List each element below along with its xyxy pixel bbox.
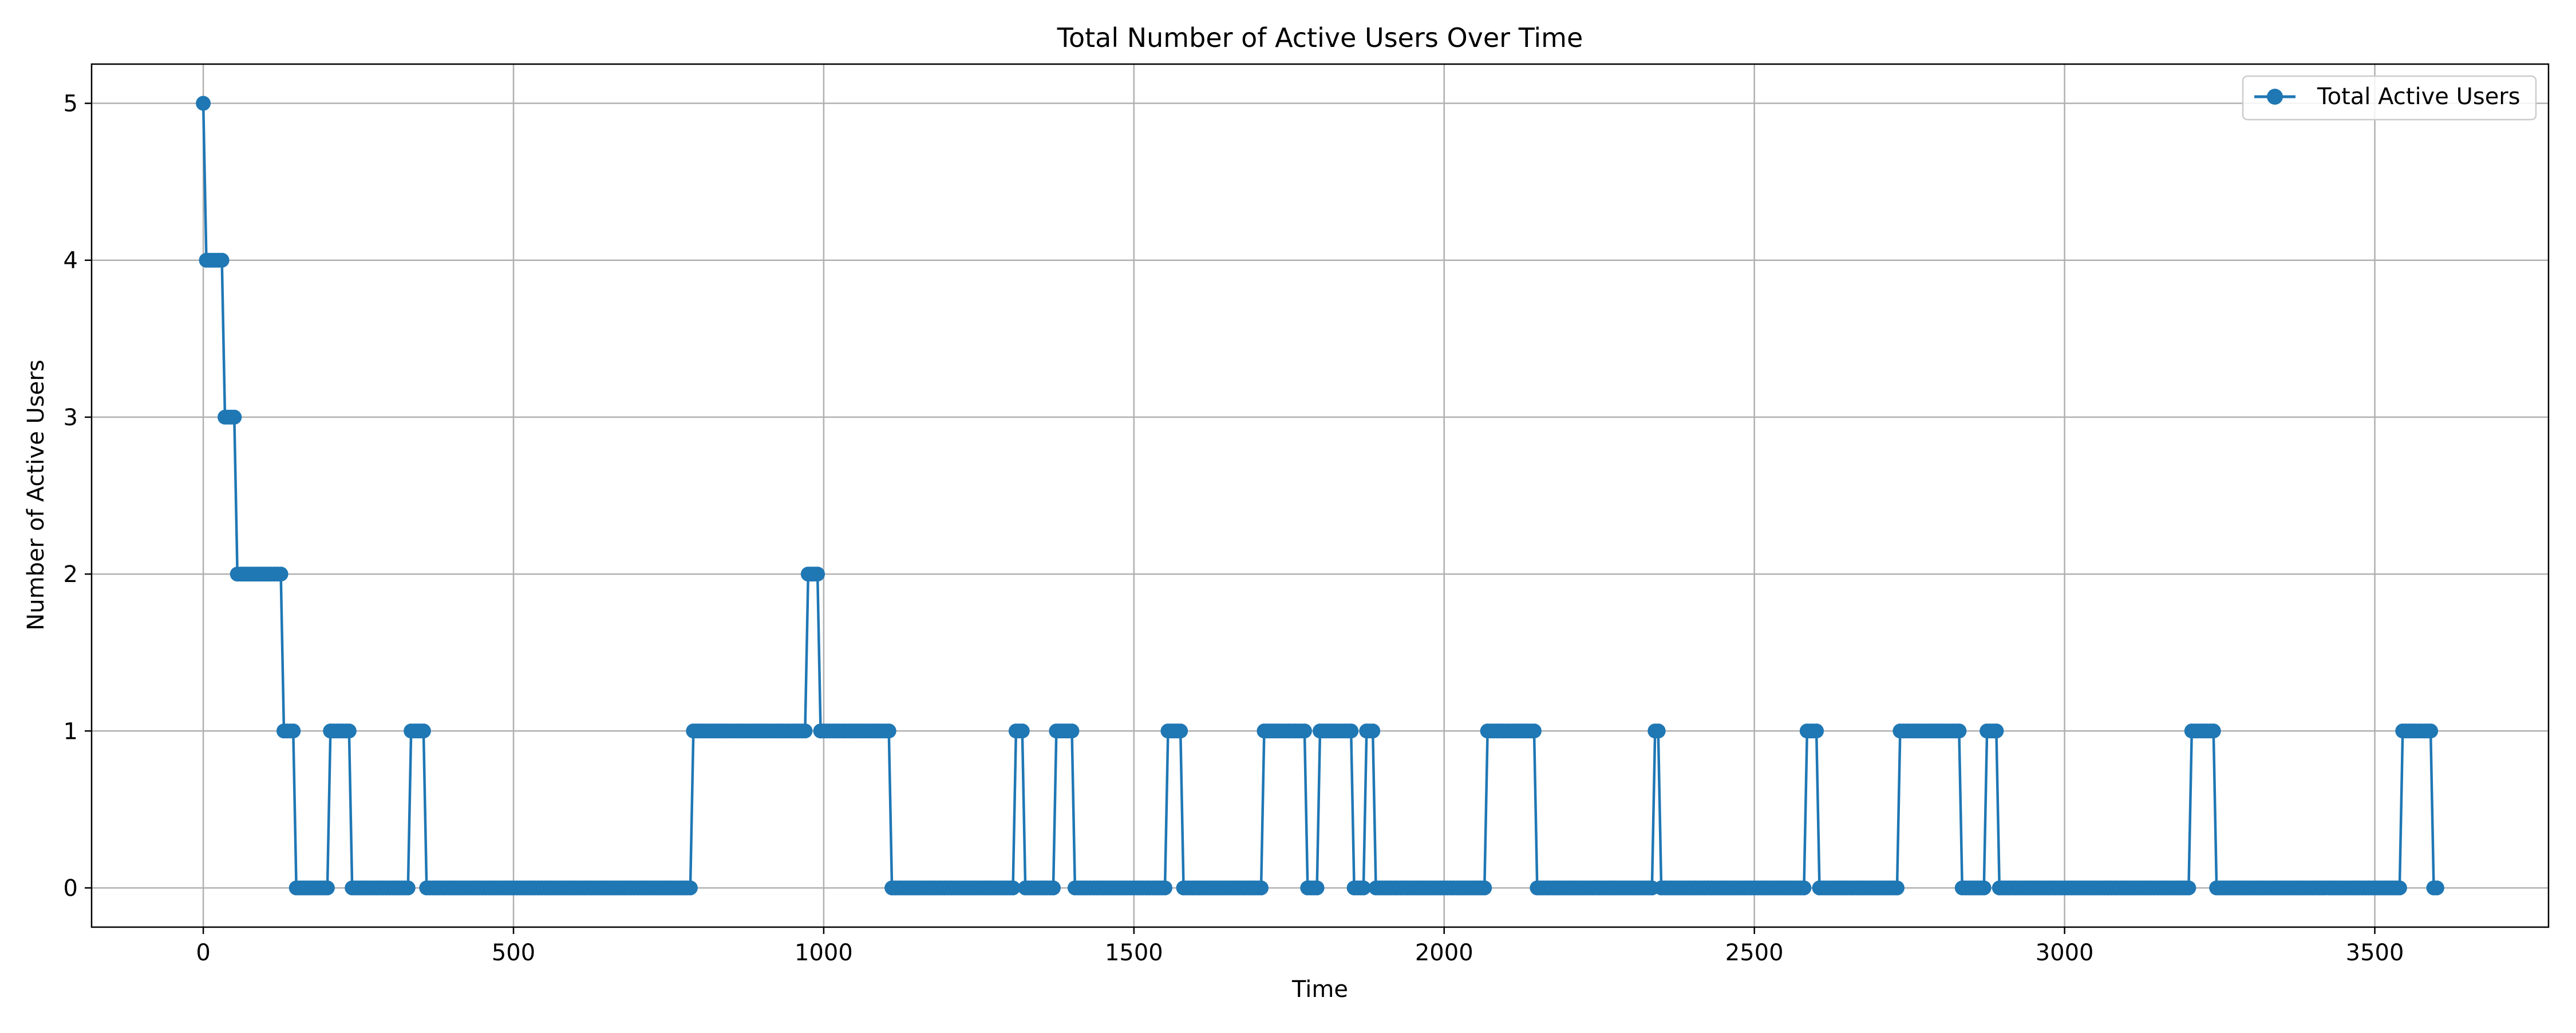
y-tick-label: 3 bbox=[64, 405, 78, 431]
y-tick-label: 5 bbox=[64, 91, 78, 117]
data-point bbox=[1045, 880, 1061, 896]
chart-title: Total Number of Active Users Over Time bbox=[1057, 22, 1583, 53]
legend-entry-total-active-users: Total Active Users bbox=[2317, 84, 2520, 110]
data-point bbox=[1356, 880, 1371, 896]
data-point bbox=[1477, 880, 1492, 896]
data-point bbox=[1014, 723, 1030, 739]
data-point bbox=[1365, 723, 1381, 739]
x-tick-label: 3500 bbox=[2346, 940, 2404, 966]
legend-marker-swatch bbox=[2267, 89, 2283, 105]
data-point bbox=[341, 723, 357, 739]
data-point bbox=[1976, 880, 1992, 896]
data-point bbox=[319, 880, 335, 896]
data-point bbox=[196, 96, 211, 111]
data-point bbox=[1157, 880, 1173, 896]
data-point bbox=[1989, 723, 2004, 739]
y-axis-label: Number of Active Users bbox=[23, 359, 49, 630]
data-point bbox=[1809, 723, 1824, 739]
data-point bbox=[416, 723, 431, 739]
y-tick-label: 1 bbox=[64, 718, 78, 745]
series-points bbox=[196, 96, 2444, 896]
data-point bbox=[2423, 723, 2439, 739]
plot-frame bbox=[90, 63, 2550, 928]
legend-frame bbox=[2242, 75, 2537, 121]
x-tick-label: 2000 bbox=[1415, 940, 1473, 966]
data-point bbox=[1650, 723, 1666, 739]
y-tick-label: 0 bbox=[64, 875, 78, 901]
x-tick-label: 0 bbox=[196, 940, 210, 966]
x-tick-label: 2500 bbox=[1725, 940, 1784, 966]
data-point bbox=[2429, 880, 2444, 896]
series-layer bbox=[196, 96, 2444, 896]
legend: Total Active Users bbox=[2242, 75, 2537, 121]
data-point bbox=[682, 880, 698, 896]
y-tick-label: 4 bbox=[64, 248, 78, 274]
data-point bbox=[1526, 723, 1542, 739]
data-point bbox=[1951, 723, 1967, 739]
y-tick-label: 2 bbox=[64, 561, 78, 588]
data-point bbox=[1297, 723, 1312, 739]
data-point bbox=[286, 723, 301, 739]
data-point bbox=[1254, 880, 1269, 896]
data-point bbox=[227, 409, 242, 425]
data-point bbox=[1173, 723, 1188, 739]
data-point bbox=[1005, 880, 1021, 896]
data-point bbox=[1344, 723, 1359, 739]
data-point bbox=[1889, 880, 1905, 896]
x-axis-label: Time bbox=[1291, 976, 1348, 1003]
data-point bbox=[810, 567, 825, 582]
x-tick-label: 500 bbox=[492, 940, 535, 966]
data-point bbox=[400, 880, 416, 896]
data-point bbox=[881, 723, 896, 739]
x-tick-label: 1000 bbox=[795, 940, 853, 966]
data-point bbox=[273, 567, 289, 582]
data-point bbox=[1064, 723, 1080, 739]
x-tick-label: 3000 bbox=[2036, 940, 2094, 966]
data-point bbox=[2181, 880, 2196, 896]
data-point bbox=[2206, 723, 2221, 739]
data-point bbox=[1796, 880, 1812, 896]
data-point bbox=[214, 252, 230, 268]
data-point bbox=[2392, 880, 2407, 896]
x-tick-label: 1500 bbox=[1105, 940, 1163, 966]
data-point bbox=[1309, 880, 1325, 896]
axis-ticks: 0 500 1000 1500 2000 2500 3000 3500 0 1 2 3 4 5 bbox=[64, 91, 2404, 966]
data-point bbox=[797, 723, 813, 739]
